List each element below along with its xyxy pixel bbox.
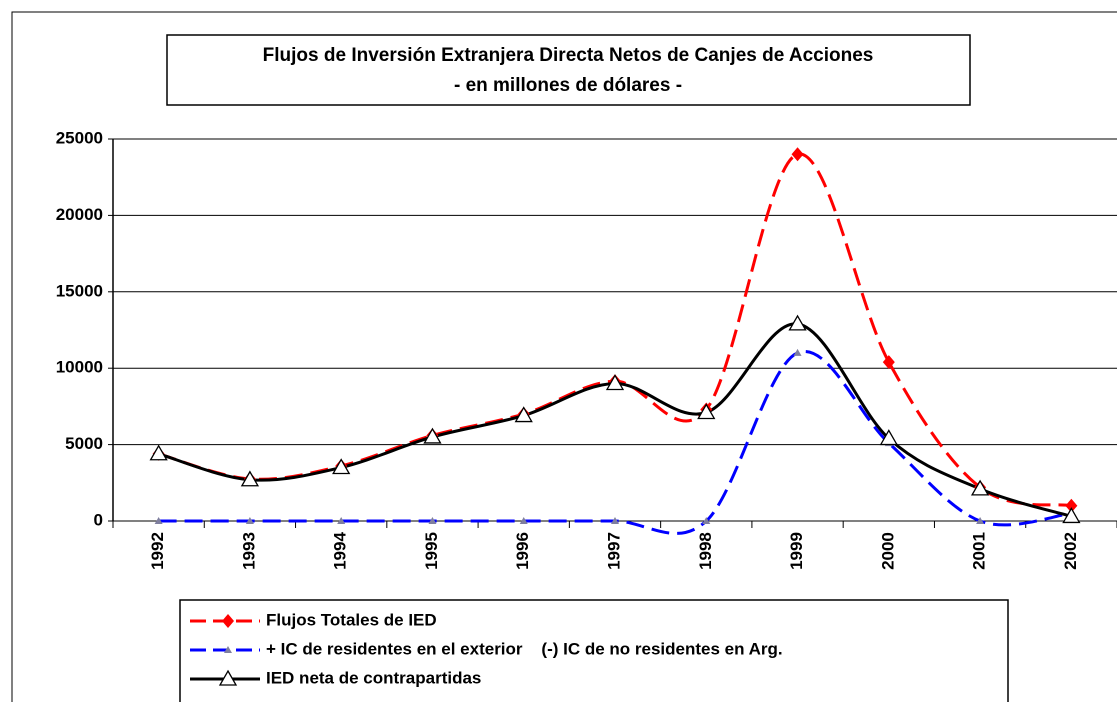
x-tick-label: 1999	[787, 532, 806, 570]
y-tick-label: 10000	[56, 358, 103, 377]
data-point	[882, 355, 895, 370]
data-point	[514, 406, 533, 423]
data-point	[337, 517, 346, 524]
chart-subtitle: - en millones de dólares -	[454, 75, 682, 96]
series-line	[158, 349, 1072, 535]
legend-label: Flujos Totales de IED	[266, 610, 437, 629]
legend-marker	[218, 669, 238, 686]
data-point	[428, 517, 437, 524]
data-point	[149, 444, 168, 461]
y-tick-label: 0	[94, 510, 103, 529]
data-point	[697, 403, 716, 420]
chart-title: Flujos de Inversión Extranjera Directa N…	[263, 45, 874, 66]
data-point	[1062, 507, 1081, 524]
y-tick-label: 15000	[56, 281, 103, 300]
data-point	[1065, 498, 1078, 513]
x-tick-label: 1995	[422, 532, 441, 570]
chart-frame	[11, 11, 1117, 702]
x-tick-label: 2000	[878, 532, 897, 570]
data-point	[154, 517, 163, 524]
y-tick-label: 25000	[56, 128, 103, 147]
x-tick-label: 1993	[239, 532, 258, 570]
data-point	[970, 479, 990, 496]
legend-marker	[224, 646, 232, 653]
legend-label: + IC de residentes en el exterior (-) IC…	[266, 639, 783, 658]
x-tick-label: 1997	[604, 532, 623, 570]
data-point	[793, 348, 802, 356]
data-point	[423, 427, 442, 444]
legend-box	[179, 599, 1009, 702]
x-tick-label: 2001	[970, 532, 989, 570]
data-point	[791, 147, 804, 162]
data-point	[879, 429, 898, 446]
y-tick-label: 5000	[65, 434, 103, 453]
data-point	[605, 374, 625, 391]
y-tick-label: 20000	[56, 205, 103, 224]
x-tick-label: 1992	[148, 532, 167, 570]
data-point	[611, 517, 619, 524]
data-point	[245, 517, 254, 524]
x-tick-label: 2002	[1061, 532, 1080, 570]
data-point	[332, 458, 351, 475]
data-point	[519, 517, 528, 524]
x-tick-label: 1994	[331, 532, 350, 570]
data-point	[788, 314, 807, 331]
x-tick-label: 1996	[513, 532, 532, 570]
data-point	[240, 470, 260, 487]
title-box	[166, 34, 971, 106]
x-tick-label: 1998	[696, 532, 715, 570]
legend-label: IED neta de contrapartidas	[266, 668, 481, 687]
legend-marker	[222, 614, 234, 628]
series-line	[158, 322, 1072, 518]
data-point	[702, 517, 711, 524]
data-point	[976, 517, 985, 524]
